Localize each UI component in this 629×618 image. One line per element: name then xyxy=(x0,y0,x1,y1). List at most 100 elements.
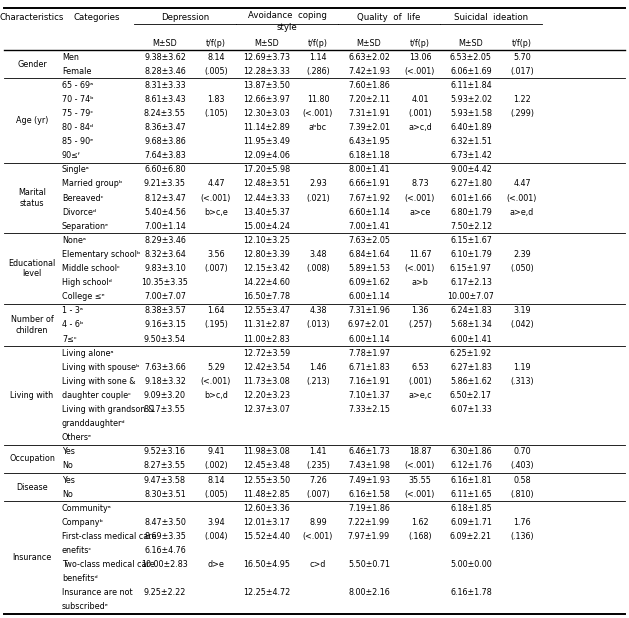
Text: 6.43±1.95: 6.43±1.95 xyxy=(348,137,390,146)
Text: 1 - 3ᵃ: 1 - 3ᵃ xyxy=(62,307,83,315)
Text: 7.39±2.01: 7.39±2.01 xyxy=(348,123,390,132)
Text: 15.52±4.40: 15.52±4.40 xyxy=(243,532,291,541)
Text: Middle schoolᶜ: Middle schoolᶜ xyxy=(62,264,120,273)
Text: 1.22: 1.22 xyxy=(513,95,531,104)
Text: 7.16±1.91: 7.16±1.91 xyxy=(348,377,390,386)
Text: 6.10±1.79: 6.10±1.79 xyxy=(450,250,492,259)
Text: Disease: Disease xyxy=(16,483,48,491)
Text: enefitsᶜ: enefitsᶜ xyxy=(62,546,92,555)
Text: Female: Female xyxy=(62,67,91,75)
Text: 8.12±3.47: 8.12±3.47 xyxy=(144,193,186,203)
Text: 7.26: 7.26 xyxy=(309,475,327,485)
Text: benefitsᵈ: benefitsᵈ xyxy=(62,574,97,583)
Text: (.105): (.105) xyxy=(204,109,228,118)
Text: Suicidal  ideation: Suicidal ideation xyxy=(454,14,528,22)
Text: Quality  of  life: Quality of life xyxy=(357,14,421,22)
Text: Living aloneᵃ: Living aloneᵃ xyxy=(62,349,114,358)
Text: aᵇbc: aᵇbc xyxy=(309,123,327,132)
Text: Living with grandson &: Living with grandson & xyxy=(62,405,154,414)
Text: 3.48: 3.48 xyxy=(309,250,326,259)
Text: 18.87: 18.87 xyxy=(409,447,431,456)
Text: 8.14: 8.14 xyxy=(207,475,225,485)
Text: (.008): (.008) xyxy=(306,264,330,273)
Text: style: style xyxy=(277,22,298,32)
Text: 7.97±1.99: 7.97±1.99 xyxy=(348,532,390,541)
Text: 1.19: 1.19 xyxy=(513,363,531,372)
Text: Characteristics: Characteristics xyxy=(0,14,64,22)
Text: Categories: Categories xyxy=(74,14,120,22)
Text: 6.53: 6.53 xyxy=(411,363,429,372)
Text: 6.46±1.73: 6.46±1.73 xyxy=(348,447,390,456)
Text: t/f(p): t/f(p) xyxy=(206,38,226,48)
Text: 16.50±7.78: 16.50±7.78 xyxy=(243,292,291,301)
Text: 12.55±3.47: 12.55±3.47 xyxy=(243,307,291,315)
Text: 7.22±1.99: 7.22±1.99 xyxy=(348,518,390,527)
Text: 2.39: 2.39 xyxy=(513,250,531,259)
Text: 6.09±1.71: 6.09±1.71 xyxy=(450,518,492,527)
Text: 9.47±3.58: 9.47±3.58 xyxy=(144,475,186,485)
Text: 8.00±2.16: 8.00±2.16 xyxy=(348,588,390,598)
Text: 0.58: 0.58 xyxy=(513,475,531,485)
Text: (<.001): (<.001) xyxy=(405,193,435,203)
Text: 5.70: 5.70 xyxy=(513,53,531,62)
Text: (.195): (.195) xyxy=(204,321,228,329)
Text: 12.10±3.25: 12.10±3.25 xyxy=(243,236,291,245)
Text: Living with: Living with xyxy=(11,391,53,400)
Text: Communityᵃ: Communityᵃ xyxy=(62,504,112,513)
Text: 5.86±1.62: 5.86±1.62 xyxy=(450,377,492,386)
Text: daughter coupleᶜ: daughter coupleᶜ xyxy=(62,391,131,400)
Text: Two-class medical care: Two-class medical care xyxy=(62,560,155,569)
Text: 4.38: 4.38 xyxy=(309,307,326,315)
Text: 15.00±4.24: 15.00±4.24 xyxy=(243,222,291,231)
Text: 6.27±1.83: 6.27±1.83 xyxy=(450,363,492,372)
Text: (.007): (.007) xyxy=(306,489,330,499)
Text: (.257): (.257) xyxy=(408,321,432,329)
Text: (.213): (.213) xyxy=(306,377,330,386)
Text: 6.16±1.78: 6.16±1.78 xyxy=(450,588,492,598)
Text: 12.45±3.48: 12.45±3.48 xyxy=(243,462,291,470)
Text: 11.67: 11.67 xyxy=(409,250,431,259)
Text: 6.71±1.83: 6.71±1.83 xyxy=(348,363,390,372)
Text: 7.42±1.93: 7.42±1.93 xyxy=(348,67,390,75)
Text: 14.22±4.60: 14.22±4.60 xyxy=(243,278,291,287)
Text: 7.00±7.07: 7.00±7.07 xyxy=(144,292,186,301)
Text: 8.29±3.46: 8.29±3.46 xyxy=(144,236,186,245)
Text: (.004): (.004) xyxy=(204,532,228,541)
Text: 0.70: 0.70 xyxy=(513,447,531,456)
Text: 7.31±1.96: 7.31±1.96 xyxy=(348,307,390,315)
Text: (.042): (.042) xyxy=(510,321,534,329)
Text: 16.50±4.95: 16.50±4.95 xyxy=(243,560,291,569)
Text: (.021): (.021) xyxy=(306,193,330,203)
Text: 9.68±3.86: 9.68±3.86 xyxy=(144,137,186,146)
Text: (.007): (.007) xyxy=(204,264,228,273)
Text: subscribedᵉ: subscribedᵉ xyxy=(62,603,109,611)
Text: 8.61±3.43: 8.61±3.43 xyxy=(144,95,186,104)
Text: Marital
status: Marital status xyxy=(18,188,46,208)
Text: b>c,d: b>c,d xyxy=(204,391,228,400)
Text: 8.99: 8.99 xyxy=(309,518,327,527)
Text: Men: Men xyxy=(62,53,79,62)
Text: 13.87±3.50: 13.87±3.50 xyxy=(243,81,291,90)
Text: 12.55±3.50: 12.55±3.50 xyxy=(243,475,291,485)
Text: 6.07±1.33: 6.07±1.33 xyxy=(450,405,492,414)
Text: 5.29: 5.29 xyxy=(207,363,225,372)
Text: M±SD: M±SD xyxy=(459,38,483,48)
Text: 1.76: 1.76 xyxy=(513,518,531,527)
Text: (.168): (.168) xyxy=(408,532,432,541)
Text: 6.60±1.14: 6.60±1.14 xyxy=(348,208,390,217)
Text: a>b: a>b xyxy=(411,278,428,287)
Text: 10.00±2.83: 10.00±2.83 xyxy=(142,560,188,569)
Text: 6.66±1.91: 6.66±1.91 xyxy=(348,179,390,188)
Text: 9.18±3.32: 9.18±3.32 xyxy=(144,377,186,386)
Text: 7.10±1.37: 7.10±1.37 xyxy=(348,391,390,400)
Text: 4.47: 4.47 xyxy=(207,179,225,188)
Text: 7.63±3.66: 7.63±3.66 xyxy=(144,363,186,372)
Text: 6.15±1.67: 6.15±1.67 xyxy=(450,236,492,245)
Text: Divorceᵈ: Divorceᵈ xyxy=(62,208,96,217)
Text: 6.06±1.69: 6.06±1.69 xyxy=(450,67,492,75)
Text: Living with sone &: Living with sone & xyxy=(62,377,135,386)
Text: 6.25±1.92: 6.25±1.92 xyxy=(450,349,492,358)
Text: 12.09±4.06: 12.09±4.06 xyxy=(243,151,291,160)
Text: 5.68±1.34: 5.68±1.34 xyxy=(450,321,492,329)
Text: 6.18±1.85: 6.18±1.85 xyxy=(450,504,492,513)
